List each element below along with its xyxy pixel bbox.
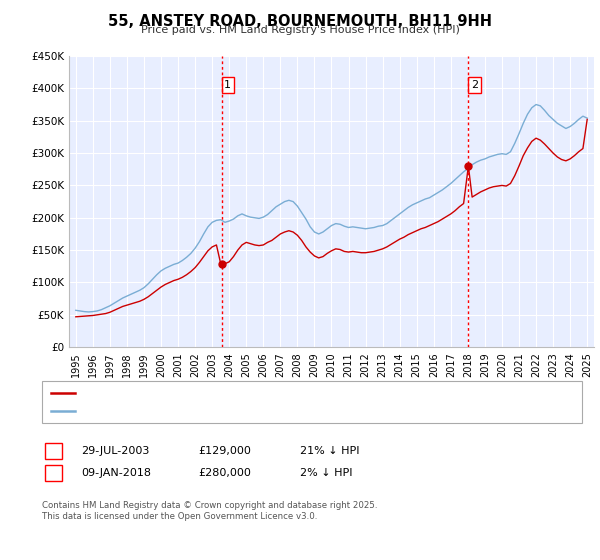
- Text: £129,000: £129,000: [198, 446, 251, 456]
- Text: HPI: Average price, semi-detached house, Bournemouth Christchurch and Poole: HPI: Average price, semi-detached house,…: [80, 406, 470, 416]
- Text: £280,000: £280,000: [198, 468, 251, 478]
- Text: 55, ANSTEY ROAD, BOURNEMOUTH, BH11 9HH: 55, ANSTEY ROAD, BOURNEMOUTH, BH11 9HH: [108, 14, 492, 29]
- Text: 2% ↓ HPI: 2% ↓ HPI: [300, 468, 353, 478]
- Text: 1: 1: [224, 80, 231, 90]
- Text: 29-JUL-2003: 29-JUL-2003: [81, 446, 149, 456]
- Text: 1: 1: [50, 446, 57, 456]
- Text: 2: 2: [50, 468, 57, 478]
- Text: Contains HM Land Registry data © Crown copyright and database right 2025.
This d: Contains HM Land Registry data © Crown c…: [42, 501, 377, 521]
- Text: 09-JAN-2018: 09-JAN-2018: [81, 468, 151, 478]
- Text: 2: 2: [471, 80, 478, 90]
- Text: 55, ANSTEY ROAD, BOURNEMOUTH, BH11 9HH (semi-detached house): 55, ANSTEY ROAD, BOURNEMOUTH, BH11 9HH (…: [80, 388, 425, 398]
- Text: 21% ↓ HPI: 21% ↓ HPI: [300, 446, 359, 456]
- Text: Price paid vs. HM Land Registry's House Price Index (HPI): Price paid vs. HM Land Registry's House …: [140, 25, 460, 35]
